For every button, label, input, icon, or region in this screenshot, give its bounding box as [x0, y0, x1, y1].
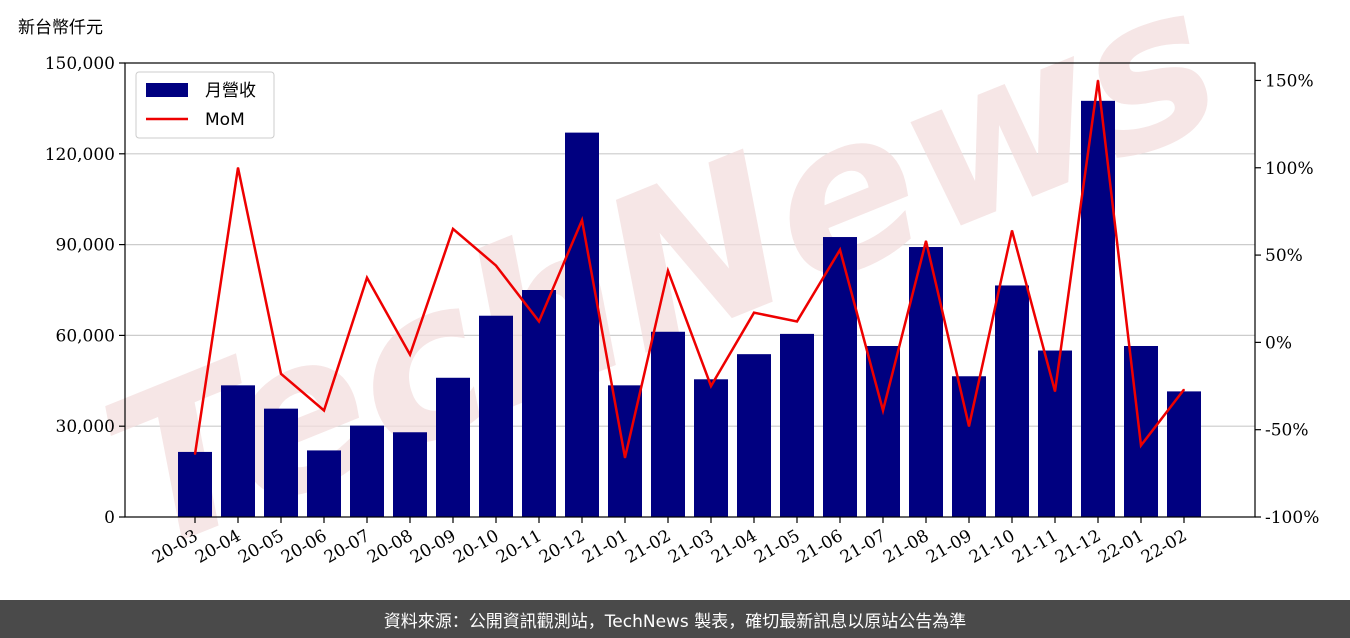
y-right-tick-label: 150%: [1265, 71, 1314, 91]
x-tick-label-21-11: 21-11: [1009, 526, 1061, 568]
mom-point-21-09: [968, 425, 970, 428]
bar-21-02: [651, 331, 685, 517]
mom-point-20-12: [581, 219, 583, 221]
mom-point-20-09: [452, 228, 454, 230]
mom-point-20-10: [495, 264, 497, 267]
mom-point-21-04: [753, 311, 755, 314]
y-left-tick-label: 150,000: [45, 54, 115, 74]
y-axis-right: -100% -50% 0% 50% 100% 150%: [1255, 71, 1319, 528]
unit-label: 新台幣仟元: [18, 18, 103, 38]
y-left-tick-label: 120,000: [45, 145, 115, 165]
y-left-tick-label: 0: [104, 508, 115, 528]
mom-point-21-12: [1097, 79, 1099, 82]
mom-point-22-02: [1183, 388, 1185, 391]
bar-21-03: [694, 379, 728, 517]
mom-point-20-08: [409, 353, 411, 356]
x-tick-label-20-10: 20-10: [450, 526, 502, 568]
mom-point-20-07: [366, 276, 368, 279]
mom-point-20-11: [538, 320, 540, 323]
x-tick-label-21-10: 21-10: [966, 526, 1018, 568]
bar-20-07: [350, 425, 384, 517]
mom-point-20-06: [323, 409, 325, 412]
bar-22-02: [1167, 391, 1201, 517]
y-left-tick-label: 30,000: [56, 417, 115, 437]
mom-point-21-10: [1011, 229, 1013, 232]
bar-21-07: [866, 345, 900, 517]
x-tick-label-21-03: 21-03: [665, 526, 717, 568]
bar-20-03: [178, 451, 212, 517]
mom-point-21-08: [925, 240, 927, 242]
bar-20-05: [264, 408, 298, 517]
mom-line-series: [193, 79, 1185, 459]
bar-20-12: [565, 132, 599, 517]
x-tick-label-21-08: 21-08: [880, 526, 932, 568]
x-tick-label-21-01: 21-01: [579, 526, 631, 568]
mom-point-20-04: [237, 166, 239, 169]
y-right-tick-label: 50%: [1265, 246, 1303, 266]
legend-bar-label: 月營收: [205, 81, 256, 101]
y-right-tick-label: -100%: [1265, 508, 1319, 528]
x-tick-label-20-11: 20-11: [493, 526, 545, 568]
legend-line-label: MoM: [205, 110, 245, 130]
legend: 月營收 MoM: [135, 71, 275, 139]
bar-21-11: [1038, 350, 1072, 517]
x-tick-label-20-09: 20-09: [407, 526, 459, 568]
x-tick-label-21-09: 21-09: [923, 526, 975, 568]
y-left-tick-label: 60,000: [56, 326, 115, 346]
y-right-tick-label: 100%: [1265, 159, 1314, 179]
x-tick-label-21-02: 21-02: [622, 526, 674, 568]
mom-point-22-01: [1140, 444, 1142, 447]
mom-point-21-05: [796, 320, 798, 323]
mom-point-21-02: [667, 269, 669, 272]
bar-20-04: [221, 385, 255, 517]
y-right-tick-label: 0%: [1265, 333, 1292, 353]
y-axis-left: 0 30,000 60,000 90,000 120,000 150,000: [45, 54, 125, 528]
bar-20-11: [522, 290, 556, 517]
bar-21-05: [780, 333, 814, 517]
y-left-tick-label: 90,000: [56, 236, 115, 256]
footer-source-text: 資料來源：公開資訊觀測站，TechNews 製表，確切最新訊息以原站公告為準: [383, 611, 967, 632]
mom-point-21-06: [839, 249, 841, 251]
mom-line: [193, 80, 1185, 458]
x-tick-label-21-12: 21-12: [1052, 526, 1104, 568]
chart: 新台幣仟元 TechNews 030,00060,00090,000120,00…: [18, 0, 1319, 600]
mom-point-21-01: [624, 456, 626, 459]
bar-20-09: [436, 377, 470, 517]
y-right-tick-label: -50%: [1265, 421, 1309, 441]
bar-20-06: [307, 450, 341, 517]
plot-frame: [124, 62, 1256, 518]
mom-point-20-05: [280, 373, 282, 375]
x-tick-label-22-01: 22-01: [1095, 526, 1147, 568]
bar-20-10: [479, 315, 513, 517]
x-tick-label-20-12: 20-12: [536, 526, 588, 568]
x-tick-label-21-05: 21-05: [751, 526, 803, 568]
legend-bar-swatch: [146, 83, 188, 97]
bar-21-09: [952, 376, 986, 517]
x-tick-label-22-02: 22-02: [1138, 526, 1190, 568]
bar-21-10: [995, 285, 1029, 517]
mom-point-21-07: [882, 409, 884, 412]
mom-point-20-03: [194, 453, 196, 455]
bar-20-08: [393, 432, 427, 517]
x-tick-label-21-06: 21-06: [794, 526, 846, 568]
bar-21-06: [823, 237, 857, 518]
footer-source-bar: 資料來源：公開資訊觀測站，TechNews 製表，確切最新訊息以原站公告為準: [0, 600, 1350, 638]
x-tick-label-20-08: 20-08: [364, 526, 416, 568]
mom-point-21-03: [710, 385, 712, 387]
x-tick-label-21-07: 21-07: [837, 526, 889, 568]
mom-point-21-11: [1054, 390, 1056, 393]
x-tick-label-21-04: 21-04: [708, 526, 760, 568]
bar-21-04: [737, 354, 771, 517]
